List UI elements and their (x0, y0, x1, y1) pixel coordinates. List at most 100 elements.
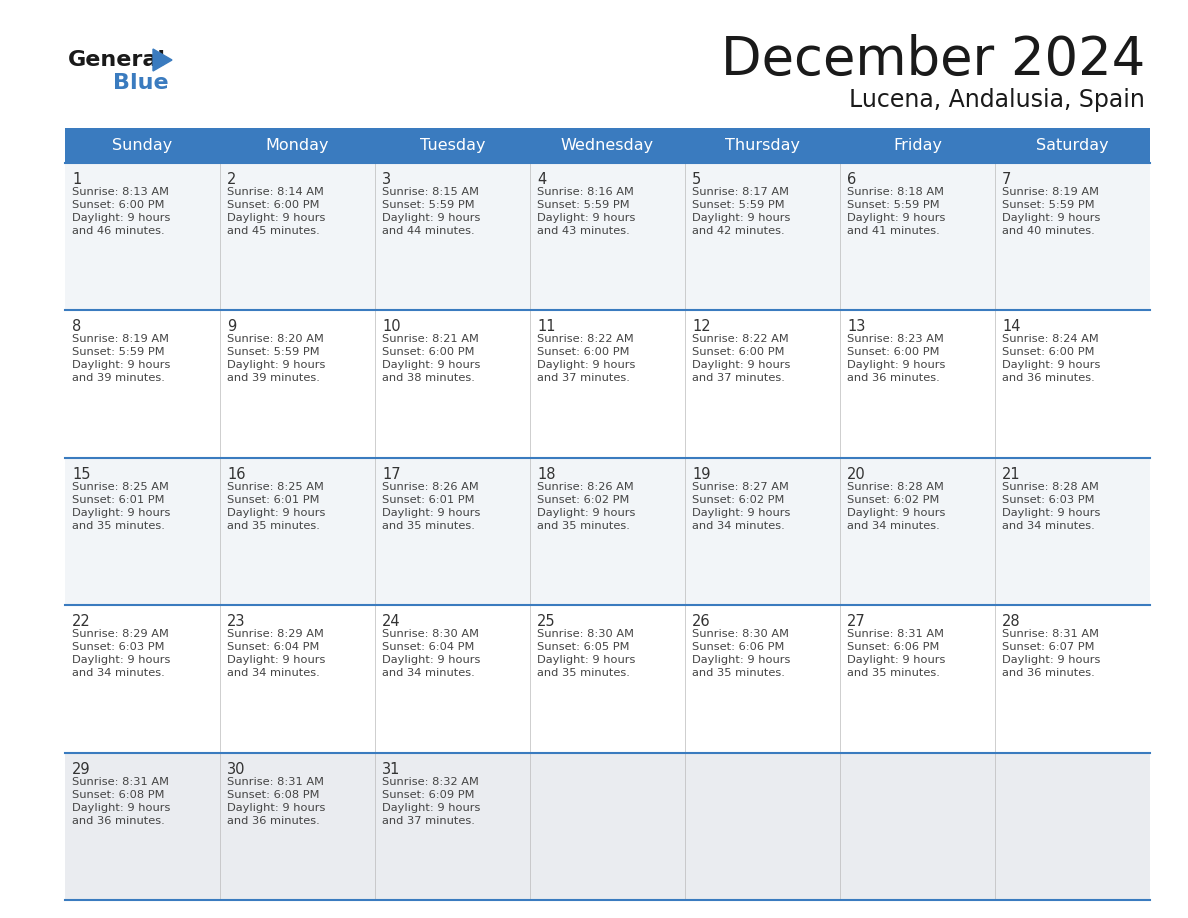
Text: Sunrise: 8:23 AM: Sunrise: 8:23 AM (847, 334, 944, 344)
Text: Sunset: 5:59 PM: Sunset: 5:59 PM (383, 200, 475, 210)
Text: Wednesday: Wednesday (561, 138, 655, 153)
Text: Sunset: 6:06 PM: Sunset: 6:06 PM (847, 643, 940, 652)
Text: Daylight: 9 hours: Daylight: 9 hours (1001, 213, 1100, 223)
Text: Sunrise: 8:30 AM: Sunrise: 8:30 AM (383, 629, 479, 639)
Text: 8: 8 (72, 319, 81, 334)
Text: 11: 11 (537, 319, 556, 334)
Text: Sunset: 6:01 PM: Sunset: 6:01 PM (72, 495, 164, 505)
Text: Daylight: 9 hours: Daylight: 9 hours (383, 655, 480, 666)
Text: Monday: Monday (266, 138, 329, 153)
Text: Tuesday: Tuesday (419, 138, 485, 153)
Text: Daylight: 9 hours: Daylight: 9 hours (383, 802, 480, 812)
Text: Sunset: 6:06 PM: Sunset: 6:06 PM (691, 643, 784, 652)
Text: Sunset: 6:04 PM: Sunset: 6:04 PM (227, 643, 320, 652)
Text: and 39 minutes.: and 39 minutes. (227, 374, 320, 384)
Text: 16: 16 (227, 466, 246, 482)
Text: Sunrise: 8:25 AM: Sunrise: 8:25 AM (227, 482, 324, 492)
Text: and 43 minutes.: and 43 minutes. (537, 226, 630, 236)
Text: 24: 24 (383, 614, 400, 629)
Text: Sunrise: 8:16 AM: Sunrise: 8:16 AM (537, 187, 634, 197)
Bar (65, 163, 1150, 310)
Text: 3: 3 (383, 172, 391, 187)
Text: Daylight: 9 hours: Daylight: 9 hours (383, 508, 480, 518)
Text: Daylight: 9 hours: Daylight: 9 hours (691, 213, 790, 223)
Text: Daylight: 9 hours: Daylight: 9 hours (847, 213, 946, 223)
Text: and 36 minutes.: and 36 minutes. (1001, 374, 1095, 384)
Text: Sunrise: 8:21 AM: Sunrise: 8:21 AM (383, 334, 479, 344)
Text: and 37 minutes.: and 37 minutes. (537, 374, 630, 384)
Text: and 36 minutes.: and 36 minutes. (1001, 668, 1095, 678)
Text: and 46 minutes.: and 46 minutes. (72, 226, 165, 236)
Text: 2: 2 (227, 172, 236, 187)
Text: Sunrise: 8:28 AM: Sunrise: 8:28 AM (1001, 482, 1099, 492)
Text: 27: 27 (847, 614, 866, 629)
Text: 20: 20 (847, 466, 866, 482)
Text: 26: 26 (691, 614, 710, 629)
Text: Daylight: 9 hours: Daylight: 9 hours (1001, 508, 1100, 518)
Text: Sunrise: 8:18 AM: Sunrise: 8:18 AM (847, 187, 944, 197)
Text: and 34 minutes.: and 34 minutes. (227, 668, 320, 678)
Text: Daylight: 9 hours: Daylight: 9 hours (72, 802, 170, 812)
Text: and 38 minutes.: and 38 minutes. (383, 374, 475, 384)
Text: Sunset: 6:08 PM: Sunset: 6:08 PM (227, 789, 320, 800)
Text: Sunrise: 8:24 AM: Sunrise: 8:24 AM (1001, 334, 1099, 344)
Text: Daylight: 9 hours: Daylight: 9 hours (537, 361, 636, 370)
Text: and 34 minutes.: and 34 minutes. (383, 668, 475, 678)
Text: Sunset: 6:00 PM: Sunset: 6:00 PM (72, 200, 164, 210)
Text: 22: 22 (72, 614, 90, 629)
Text: Sunrise: 8:30 AM: Sunrise: 8:30 AM (691, 629, 789, 639)
Text: Sunrise: 8:17 AM: Sunrise: 8:17 AM (691, 187, 789, 197)
Text: Sunset: 6:00 PM: Sunset: 6:00 PM (1001, 347, 1094, 357)
Text: and 35 minutes.: and 35 minutes. (847, 668, 940, 678)
Text: Sunset: 6:09 PM: Sunset: 6:09 PM (383, 789, 474, 800)
Text: Sunset: 6:07 PM: Sunset: 6:07 PM (1001, 643, 1094, 652)
Text: and 35 minutes.: and 35 minutes. (72, 521, 165, 531)
Text: 19: 19 (691, 466, 710, 482)
Text: 14: 14 (1001, 319, 1020, 334)
Text: Sunset: 6:02 PM: Sunset: 6:02 PM (537, 495, 630, 505)
Bar (65, 458, 1150, 605)
Text: Sunrise: 8:14 AM: Sunrise: 8:14 AM (227, 187, 324, 197)
Text: Sunset: 5:59 PM: Sunset: 5:59 PM (537, 200, 630, 210)
Text: Sunrise: 8:22 AM: Sunrise: 8:22 AM (537, 334, 633, 344)
Text: Sunrise: 8:32 AM: Sunrise: 8:32 AM (383, 777, 479, 787)
Text: Daylight: 9 hours: Daylight: 9 hours (227, 361, 326, 370)
Text: Daylight: 9 hours: Daylight: 9 hours (691, 508, 790, 518)
Text: Daylight: 9 hours: Daylight: 9 hours (72, 655, 170, 666)
Text: Sunrise: 8:29 AM: Sunrise: 8:29 AM (72, 629, 169, 639)
Text: Daylight: 9 hours: Daylight: 9 hours (847, 361, 946, 370)
Text: 29: 29 (72, 762, 90, 777)
Text: 18: 18 (537, 466, 556, 482)
Text: Sunset: 6:02 PM: Sunset: 6:02 PM (847, 495, 940, 505)
Text: 10: 10 (383, 319, 400, 334)
Text: Sunset: 6:03 PM: Sunset: 6:03 PM (1001, 495, 1094, 505)
Text: Sunset: 6:01 PM: Sunset: 6:01 PM (383, 495, 474, 505)
Text: Sunset: 5:59 PM: Sunset: 5:59 PM (1001, 200, 1094, 210)
Text: 21: 21 (1001, 466, 1020, 482)
Text: Daylight: 9 hours: Daylight: 9 hours (537, 213, 636, 223)
Text: Blue: Blue (113, 73, 169, 93)
Text: Daylight: 9 hours: Daylight: 9 hours (227, 802, 326, 812)
Bar (65, 310, 1150, 458)
Text: Sunset: 6:01 PM: Sunset: 6:01 PM (227, 495, 320, 505)
Text: Lucena, Andalusia, Spain: Lucena, Andalusia, Spain (849, 88, 1145, 112)
Text: and 42 minutes.: and 42 minutes. (691, 226, 784, 236)
Text: Sunrise: 8:29 AM: Sunrise: 8:29 AM (227, 629, 324, 639)
Text: Daylight: 9 hours: Daylight: 9 hours (1001, 361, 1100, 370)
Text: Sunset: 6:00 PM: Sunset: 6:00 PM (537, 347, 630, 357)
Text: Daylight: 9 hours: Daylight: 9 hours (847, 508, 946, 518)
Text: Sunrise: 8:20 AM: Sunrise: 8:20 AM (227, 334, 324, 344)
Text: Sunset: 6:00 PM: Sunset: 6:00 PM (847, 347, 940, 357)
Bar (65, 605, 1150, 753)
Text: Sunrise: 8:31 AM: Sunrise: 8:31 AM (1001, 629, 1099, 639)
Text: Daylight: 9 hours: Daylight: 9 hours (383, 361, 480, 370)
Text: and 39 minutes.: and 39 minutes. (72, 374, 165, 384)
Text: Daylight: 9 hours: Daylight: 9 hours (537, 655, 636, 666)
Text: Daylight: 9 hours: Daylight: 9 hours (72, 213, 170, 223)
Bar (65, 128, 1150, 163)
Text: Sunrise: 8:25 AM: Sunrise: 8:25 AM (72, 482, 169, 492)
Text: Sunset: 6:00 PM: Sunset: 6:00 PM (227, 200, 320, 210)
Text: Daylight: 9 hours: Daylight: 9 hours (1001, 655, 1100, 666)
Text: General: General (68, 50, 166, 70)
Text: Daylight: 9 hours: Daylight: 9 hours (537, 508, 636, 518)
